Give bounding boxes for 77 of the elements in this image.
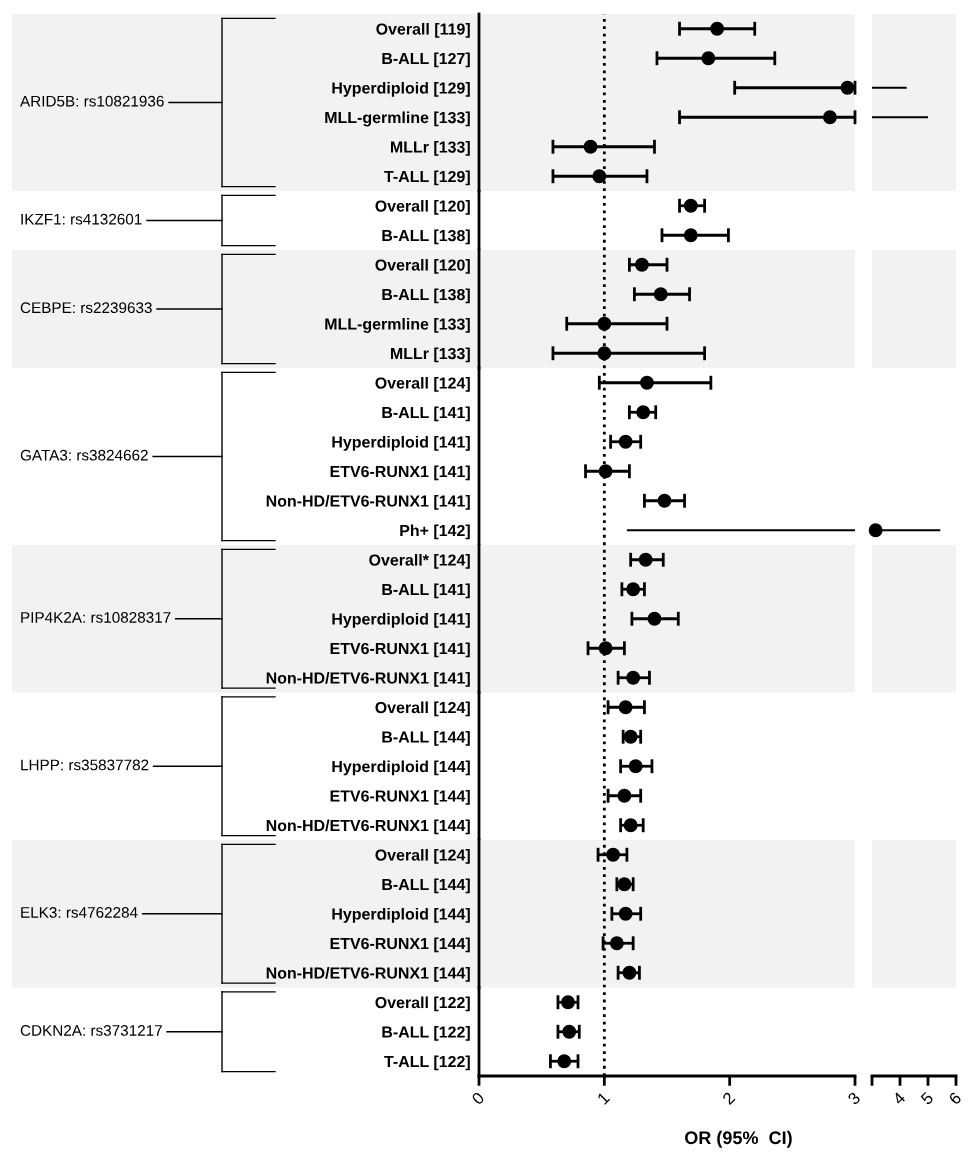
y-tick-label: Non-HD/ETV6-RUNX1 [141]: [266, 494, 470, 510]
point: [618, 906, 633, 921]
y-tick-label: ETV6-RUNX1 [141]: [330, 465, 470, 481]
y-tick-label: B-ALL [141]: [382, 583, 470, 599]
point: [618, 434, 633, 449]
y-axis-title: ELK3: rs4762284: [21, 907, 138, 918]
point: [701, 51, 716, 66]
x-tick-label: 1: [596, 1091, 611, 1105]
y-tick-label: MLL-germline [133]: [325, 317, 470, 333]
y-axis-title: CDKN2A: rs3731217: [20, 1025, 162, 1036]
y-axis-title: ARID5B: rs10821936: [20, 95, 164, 107]
point: [598, 464, 613, 479]
y-axis-title: PIP4K2A: rs10828317: [21, 612, 171, 623]
y-tick-label: B-ALL [141]: [382, 406, 470, 422]
y-tick-label: B-ALL [144]: [382, 878, 470, 894]
y-tick-label: T-ALL [122]: [384, 1055, 470, 1071]
point: [592, 169, 607, 184]
y-tick-label: Overall [124]: [375, 701, 470, 717]
point: [657, 493, 672, 508]
y-tick-label: ETV6-RUNX1 [144]: [330, 937, 470, 953]
y-tick-label: Overall [122]: [375, 996, 470, 1012]
y-tick-label: Non-HD/ETV6-RUNX1 [144]: [266, 819, 470, 835]
y-tick-label: B-ALL [138]: [382, 288, 470, 304]
y-tick-label: ETV6-RUNX1 [141]: [330, 642, 470, 658]
point: [622, 965, 637, 980]
point: [606, 847, 621, 862]
point: [822, 110, 837, 125]
y-tick-label: B-ALL [122]: [382, 1025, 470, 1041]
y-tick-label: Hyperdiploid [144]: [332, 760, 470, 776]
x-tick-label: 2: [721, 1091, 736, 1106]
x-axis-title: OR (95% CI): [685, 1130, 792, 1148]
y-axis-title: LHPP: rs35837782: [21, 759, 149, 771]
point: [647, 611, 662, 626]
y-tick-label: MLL-germline [133]: [325, 111, 470, 127]
y-tick-label: T-ALL [129]: [384, 170, 470, 186]
point: [628, 759, 643, 774]
point: [617, 788, 632, 803]
y-tick-label: Hyperdiploid [144]: [332, 907, 470, 923]
x-tick-label: 6: [948, 1091, 962, 1106]
y-tick-label: Overall [124]: [375, 848, 470, 864]
point: [640, 375, 654, 390]
point: [638, 552, 653, 567]
x-tick-label: 3: [846, 1091, 861, 1106]
y-tick-label: Ph+ [142]: [400, 524, 470, 540]
point: [710, 21, 725, 36]
point: [840, 80, 855, 95]
y-tick-label: Non-HD/ETV6-RUNX1 [144]: [266, 966, 470, 982]
point: [598, 641, 613, 656]
y-tick-label: Overall [120]: [375, 199, 470, 215]
x-tick-label: 4: [891, 1091, 906, 1106]
y-tick-label: MLLr [133]: [390, 347, 470, 363]
y-axis-title: GATA3: rs3824662: [20, 449, 148, 461]
point: [618, 700, 633, 715]
y-tick-label: Overall [119]: [376, 22, 470, 38]
point: [626, 670, 641, 685]
y-tick-label: Non-HD/ETV6-RUNX1 [141]: [266, 671, 470, 687]
y-tick-label: MLLr [133]: [390, 140, 470, 156]
y-axis-title: IKZF1: rs4132601: [21, 213, 142, 225]
point: [636, 405, 651, 420]
point: [623, 818, 638, 833]
y-axis-title: CEBPE: rs2239633: [20, 302, 152, 314]
y-tick-label: Overall* [124]: [369, 553, 470, 569]
y-tick-label: Hyperdiploid [141]: [332, 435, 470, 451]
y-tick-label: ETV6-RUNX1 [144]: [330, 789, 470, 805]
y-tick-label: B-ALL [127]: [382, 52, 470, 68]
point: [626, 582, 641, 597]
point: [609, 936, 624, 951]
y-tick-label: B-ALL [138]: [382, 229, 470, 245]
y-tick-label: Hyperdiploid [141]: [332, 612, 470, 628]
y-tick-label: Overall [124]: [375, 376, 470, 392]
point: [623, 729, 638, 744]
y-tick-label: B-ALL [144]: [382, 730, 470, 746]
x-tick-label: 5: [920, 1091, 934, 1106]
point: [583, 139, 598, 154]
y-tick-label: Hyperdiploid [129]: [332, 81, 470, 97]
y-tick-label: Overall [120]: [375, 258, 470, 274]
x-tick-label: 0: [471, 1091, 485, 1106]
